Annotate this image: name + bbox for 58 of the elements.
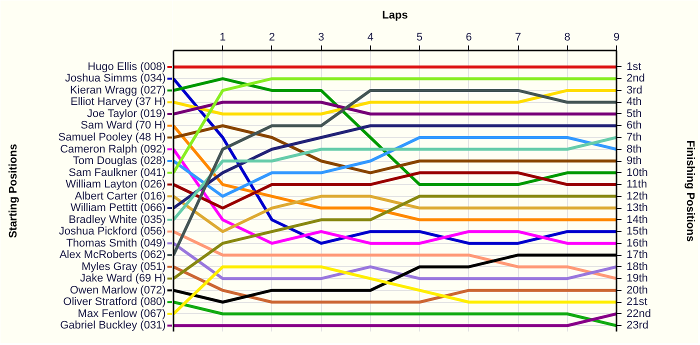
legend-label: Kieran Wragg (027) [70,84,166,96]
y-tick-label: 16th [626,237,648,250]
legend-label: William Layton (026) [66,178,166,191]
y-tick-label: 2nd [626,72,645,85]
y-tick-label: 3rd [626,84,642,96]
y-tick-label: 13th [626,202,648,214]
y-tick-label: 9th [626,155,642,168]
y-tick-label: 17th [626,249,648,262]
legend-label: Elliot Harvey (37 H) [70,96,166,108]
y-tick-label: 23rd [626,320,649,332]
x-axis-title: Laps [382,10,408,22]
legend-label: Oliver Stratford (080) [63,296,166,308]
legend-label: Joe Taylor (019) [86,108,166,120]
x-tick-label: 9 [613,32,620,44]
x-tick-label: 3 [318,32,324,44]
legend-label: Gabriel Buckley (031) [60,320,166,332]
x-tick-label: 8 [564,32,570,44]
y-tick-label: 20th [626,284,648,296]
x-tick-label: 5 [416,32,423,44]
legend-label: Owen Marlow (072) [70,284,166,296]
y-tick-label: 4th [626,96,642,108]
x-tick-label: 2 [268,32,276,44]
y-tick-label: 18th [626,260,648,273]
x-tick-label: 1 [220,32,226,44]
y-tick-label: 5th [626,108,642,120]
legend-label: Alex McRoberts (062) [59,249,166,262]
legend-label: Hugo Ellis (008) [88,60,166,73]
y-tick-label: 8th [626,143,642,156]
y-tick-label: 15th [626,226,648,238]
legend-label: Samuel Pooley (48 H) [58,132,166,144]
y-tick-label: 21st [626,296,648,308]
legend-label: Cameron Ralph (092) [60,143,166,156]
y-tick-label: 1st [626,60,642,73]
legend-label: Joshua Simms (034) [64,72,166,85]
legend-label: Albert Carter (016) [74,190,166,202]
legend-label: Max Fenlow (067) [78,308,166,320]
x-tick-label: 7 [514,32,522,44]
legend-label: William Pettitt (066) [70,202,166,214]
y-axis-title: Finishing Positions [684,140,696,242]
y-tick-label: 22nd [626,308,651,320]
legend-label: Jake Ward (69 H) [80,272,166,285]
legend-label: Sam Faulkner (041) [68,166,166,179]
legend-label: Tom Douglas (028) [72,155,166,168]
legend-label: Thomas Smith (049) [66,237,166,250]
y-tick-label: 11th [626,178,648,191]
x-tick-label: 6 [466,32,472,44]
y-tick-label: 14th [626,214,648,226]
legend-label: Myles Gray (051) [81,260,166,273]
legend-label: Joshua Pickford (056) [58,226,166,238]
y-tick-label: 6th [626,120,642,132]
legend-label: Sam Ward (70 H) [80,120,166,132]
text: Starting Positions [8,144,20,238]
legend-label: Bradley White (035) [68,214,166,226]
y-tick-label: 10th [626,166,648,179]
y-tick-label: 19th [626,272,648,285]
y-tick-label: 7th [626,132,642,144]
y-tick-label: 12th [626,190,648,202]
x-tick-label: 4 [367,32,374,44]
